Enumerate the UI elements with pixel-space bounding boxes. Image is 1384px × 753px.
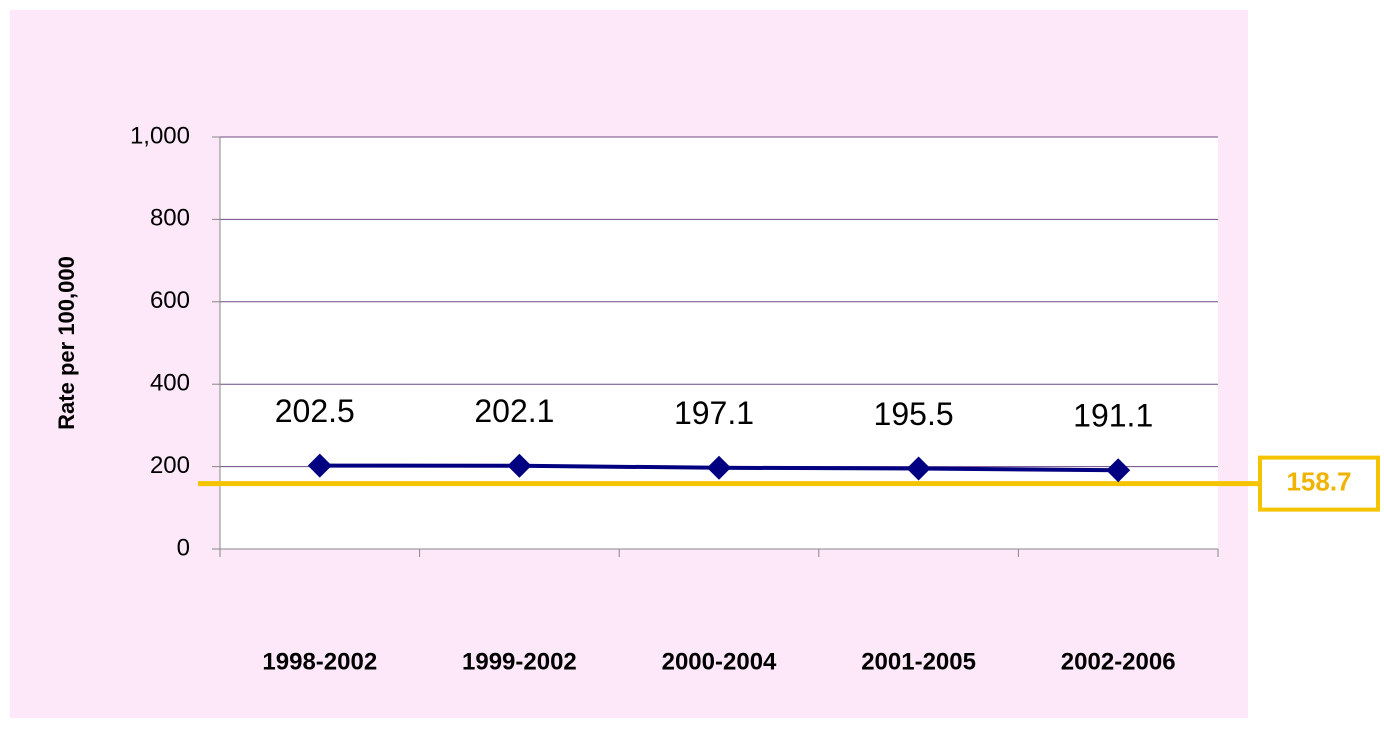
reference-label: 158.7: [1286, 466, 1351, 496]
y-tick-label: 600: [150, 287, 190, 314]
data-label: 202.1: [474, 393, 554, 429]
data-label: 202.5: [275, 393, 355, 429]
reference-label-box: [1258, 455, 1380, 512]
data-point: [507, 453, 532, 478]
x-tick-label: 2000-2004: [662, 648, 777, 675]
data-point: [307, 453, 332, 478]
data-point: [707, 455, 731, 480]
x-tick-label: 1999-2002: [462, 648, 577, 675]
x-tick-label: 2001-2005: [861, 648, 976, 675]
y-axis-title: Rate per 100,000: [54, 256, 79, 430]
y-tick-label: 800: [150, 205, 190, 232]
y-tick-label: 200: [150, 452, 190, 479]
y-tick-label: 400: [150, 370, 190, 397]
y-tick-label: 1,000: [130, 122, 190, 149]
plot-area: [220, 137, 1218, 549]
data-label: 195.5: [874, 396, 954, 432]
x-tick-label: 2002-2006: [1061, 648, 1176, 675]
y-tick-label: 0: [177, 534, 190, 561]
data-point: [906, 456, 931, 481]
data-label: 191.1: [1073, 398, 1153, 434]
x-tick-label: 1998-2002: [262, 648, 377, 675]
data-point: [1106, 458, 1131, 483]
data-label: 197.1: [674, 395, 754, 431]
